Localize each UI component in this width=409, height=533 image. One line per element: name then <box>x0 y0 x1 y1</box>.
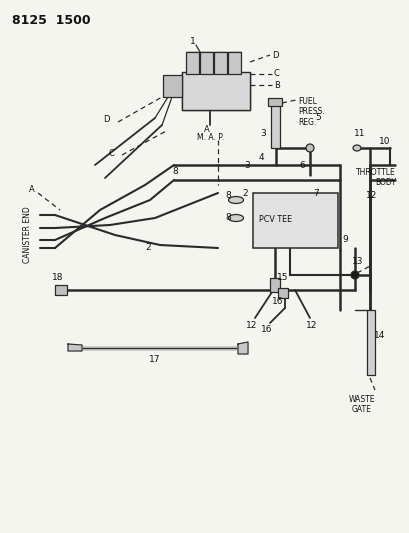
Text: 4: 4 <box>258 154 263 163</box>
Text: 5: 5 <box>315 114 320 123</box>
Text: CANISTER END: CANISTER END <box>23 207 32 263</box>
Bar <box>252 193 337 248</box>
Text: 2: 2 <box>242 189 247 198</box>
Text: 3: 3 <box>243 160 249 169</box>
Bar <box>270 103 279 148</box>
Text: 1: 1 <box>190 37 196 46</box>
Text: C: C <box>108 149 114 157</box>
Text: 18: 18 <box>52 273 63 282</box>
Text: 12: 12 <box>306 320 317 329</box>
Text: 2: 2 <box>145 244 151 253</box>
Text: 8: 8 <box>225 191 230 200</box>
Ellipse shape <box>228 214 243 222</box>
Text: 9: 9 <box>341 236 347 245</box>
Text: FUEL
PRESS.
REG.: FUEL PRESS. REG. <box>297 97 324 127</box>
Text: 8125  1500: 8125 1500 <box>12 13 90 27</box>
Text: THROTTLE
BODY: THROTTLE BODY <box>355 168 395 188</box>
Bar <box>182 72 249 110</box>
Bar <box>200 52 213 74</box>
Text: 14: 14 <box>373 330 385 340</box>
Text: A: A <box>204 125 209 133</box>
Text: WASTE
GATE: WASTE GATE <box>348 395 374 414</box>
Polygon shape <box>68 344 82 351</box>
Text: B: B <box>273 80 279 90</box>
Text: 12: 12 <box>365 190 377 199</box>
Text: C: C <box>273 69 279 78</box>
Bar <box>366 310 374 375</box>
Text: 15: 15 <box>276 273 288 282</box>
Bar <box>277 288 287 298</box>
Text: D: D <box>271 51 278 60</box>
Text: 3: 3 <box>259 128 265 138</box>
Bar <box>270 278 279 292</box>
Text: 8: 8 <box>225 214 230 222</box>
Ellipse shape <box>305 144 313 152</box>
Text: 12: 12 <box>246 320 257 329</box>
Text: 7: 7 <box>312 189 318 198</box>
Text: 13: 13 <box>351 257 363 266</box>
Text: 11: 11 <box>353 128 365 138</box>
Text: 6: 6 <box>299 160 304 169</box>
Ellipse shape <box>228 197 243 204</box>
Text: A: A <box>29 185 35 195</box>
Bar <box>55 285 67 295</box>
Text: D: D <box>103 116 110 125</box>
Polygon shape <box>237 342 247 354</box>
Text: M. A. P.: M. A. P. <box>196 133 224 141</box>
Bar <box>186 52 198 74</box>
Bar <box>227 52 240 74</box>
Bar <box>213 52 227 74</box>
Text: 10: 10 <box>378 136 390 146</box>
Text: 16: 16 <box>272 297 283 306</box>
Bar <box>267 98 281 106</box>
Text: PCV TEE: PCV TEE <box>258 215 291 224</box>
Text: 16: 16 <box>261 326 272 335</box>
Bar <box>163 75 182 97</box>
Text: 17: 17 <box>149 356 160 365</box>
Ellipse shape <box>350 271 358 279</box>
Text: 8: 8 <box>172 167 178 176</box>
Ellipse shape <box>352 145 360 151</box>
